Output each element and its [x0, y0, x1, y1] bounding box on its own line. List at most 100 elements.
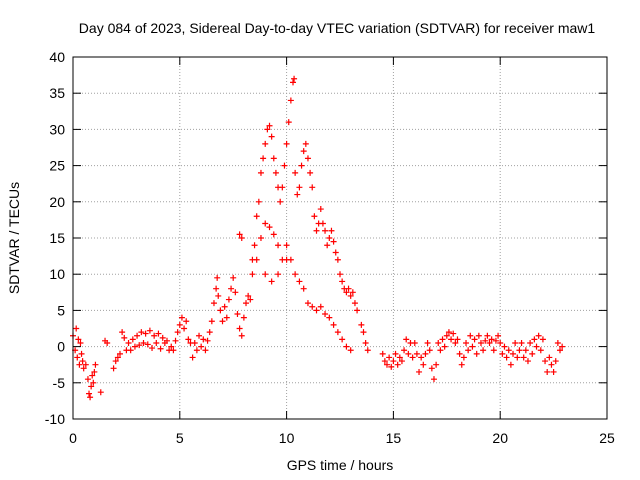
data-point — [236, 231, 243, 238]
data-point — [524, 358, 531, 365]
data-point — [80, 365, 87, 372]
data-point — [298, 162, 305, 169]
data-point — [398, 358, 405, 365]
data-point — [394, 361, 401, 368]
data-point — [497, 339, 504, 346]
data-point — [381, 358, 388, 365]
data-point — [516, 347, 523, 354]
data-point — [343, 289, 350, 296]
data-point — [522, 347, 529, 354]
data-point — [174, 329, 181, 336]
data-point — [217, 307, 224, 314]
data-point — [514, 354, 521, 361]
data-point — [240, 314, 247, 321]
data-point — [234, 311, 241, 318]
data-point — [337, 271, 343, 278]
data-point — [319, 220, 326, 227]
data-point — [129, 336, 136, 343]
data-point — [437, 347, 444, 354]
data-point — [283, 242, 290, 249]
y-tick-label: 30 — [49, 121, 65, 137]
data-point — [501, 343, 508, 350]
data-point — [142, 330, 149, 337]
data-point — [296, 278, 303, 285]
data-point — [401, 347, 408, 354]
data-point — [358, 321, 365, 328]
x-tick-label: 20 — [492, 430, 508, 446]
data-point — [86, 390, 93, 397]
data-point — [313, 307, 320, 314]
data-point — [75, 336, 82, 343]
data-point — [512, 339, 519, 346]
data-point — [183, 318, 190, 325]
data-point — [345, 285, 352, 292]
y-tick-label: 10 — [49, 266, 65, 282]
data-point — [542, 358, 549, 365]
data-point — [473, 350, 480, 357]
data-point — [430, 376, 437, 383]
data-point — [486, 339, 493, 346]
data-point — [428, 365, 435, 372]
data-point — [349, 289, 356, 296]
data-point — [281, 162, 288, 169]
x-tick-label: 5 — [176, 430, 184, 446]
data-point — [326, 314, 333, 321]
data-point — [533, 343, 540, 350]
data-point — [125, 339, 132, 346]
data-point — [392, 350, 399, 357]
data-point — [492, 337, 499, 344]
data-point — [302, 140, 309, 147]
data-point — [219, 318, 226, 325]
data-point — [223, 314, 230, 321]
data-point — [257, 169, 264, 176]
data-point — [176, 321, 183, 328]
data-point — [283, 256, 290, 263]
data-point — [91, 368, 98, 375]
data-point — [546, 354, 553, 361]
grid-lines — [73, 57, 607, 419]
data-point — [215, 292, 222, 299]
data-point — [214, 274, 221, 281]
data-point — [213, 285, 220, 292]
data-point — [260, 155, 267, 162]
data-point — [232, 289, 239, 296]
data-point — [450, 330, 457, 337]
data-point — [418, 354, 425, 361]
data-point — [300, 148, 307, 155]
y-tick-label: -5 — [53, 375, 66, 391]
data-point — [243, 300, 250, 307]
data-point — [191, 339, 198, 346]
data-point — [309, 184, 316, 191]
data-point — [287, 97, 294, 104]
data-point — [420, 361, 427, 368]
data-point — [193, 347, 200, 354]
data-point — [89, 372, 96, 379]
data-point — [379, 350, 386, 357]
data-point — [110, 365, 117, 372]
data-point — [253, 256, 260, 263]
data-point — [97, 389, 104, 396]
data-point — [255, 198, 262, 205]
data-point — [206, 329, 213, 336]
data-point — [386, 354, 393, 361]
data-point — [238, 332, 245, 339]
data-point — [136, 342, 143, 349]
data-point — [77, 339, 84, 346]
data-point — [275, 242, 282, 249]
y-tick-label: 25 — [49, 158, 65, 174]
y-tick-label: 5 — [57, 302, 65, 318]
data-point — [121, 334, 128, 341]
data-point — [262, 140, 269, 147]
x-tick-label: 0 — [69, 430, 77, 446]
data-point — [88, 383, 95, 390]
data-point — [313, 227, 320, 234]
data-point — [151, 332, 158, 339]
data-point — [82, 361, 89, 368]
data-point — [328, 227, 335, 234]
data-point — [354, 307, 361, 314]
data-point — [311, 213, 318, 220]
data-point — [332, 249, 339, 256]
data-point — [527, 339, 534, 346]
axis-ticks: -10 -5 0 5 10 15 20 25 30 35 40 0 5 10 15 20 25 — [45, 49, 615, 446]
data-point — [317, 206, 324, 213]
